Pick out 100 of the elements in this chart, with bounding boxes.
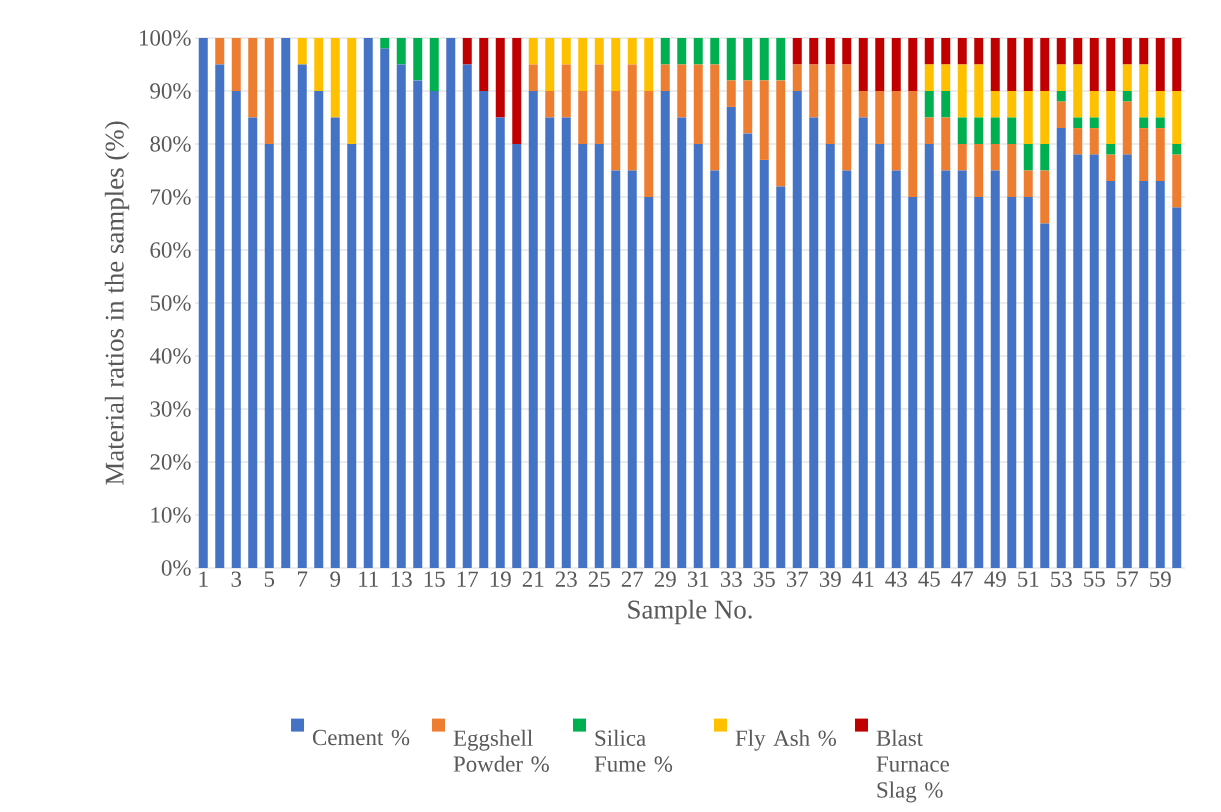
bar: [1089, 117, 1099, 129]
bar: [231, 90, 241, 568]
bar: [495, 37, 505, 118]
x-tick-label: 29: [654, 571, 676, 587]
x-tick-label: 35: [753, 571, 775, 587]
bar: [891, 37, 901, 91]
bar: [974, 197, 984, 568]
bar: [1155, 181, 1165, 568]
bar: [578, 90, 588, 144]
bar: [1106, 181, 1116, 568]
bar: [1122, 90, 1132, 102]
bar: [710, 170, 720, 568]
y-axis-title: Material ratios in the samples (%): [104, 121, 130, 485]
bar: [1139, 128, 1149, 182]
bar: [957, 117, 967, 144]
bar: [891, 170, 901, 568]
bar: [693, 37, 703, 65]
bar: [561, 64, 571, 118]
y-tick-label: 50%: [150, 295, 191, 311]
bar: [941, 37, 951, 65]
bar: [974, 143, 984, 197]
bar: [1155, 37, 1165, 91]
bar: [479, 37, 489, 91]
bar: [561, 117, 571, 568]
bar: [1056, 64, 1066, 91]
bar: [1073, 64, 1083, 118]
bar: [644, 197, 654, 568]
x-tick-label: 17: [457, 571, 479, 587]
bar: [941, 64, 951, 91]
bar: [528, 90, 538, 568]
bar: [875, 37, 885, 91]
bar: [792, 64, 802, 91]
x-tick-label: 21: [522, 571, 544, 587]
legend-label: Cement %: [312, 729, 410, 746]
y-tick-label: 10%: [151, 507, 191, 523]
bar: [495, 117, 505, 568]
x-tick-label: 13: [391, 571, 412, 587]
bar: [198, 37, 208, 568]
bar: [792, 37, 802, 65]
bar: [1122, 101, 1132, 155]
bar: [545, 117, 555, 568]
bar: [1172, 143, 1182, 155]
x-tick-label: 43: [885, 571, 907, 587]
bar: [1122, 37, 1132, 65]
bar: [842, 170, 852, 568]
bar: [1139, 37, 1149, 65]
bar: [726, 37, 736, 81]
bar: [825, 143, 835, 568]
bar: [1073, 154, 1083, 568]
bar: [677, 37, 687, 65]
bar: [875, 90, 885, 144]
y-tick-label: 80%: [150, 136, 191, 152]
bar: [264, 143, 274, 568]
bar: [924, 143, 934, 568]
bar: [726, 106, 736, 568]
x-tick-label: 9: [330, 571, 341, 587]
bar: [215, 37, 225, 65]
bar: [215, 64, 225, 568]
bar: [875, 143, 885, 568]
bar: [1023, 37, 1033, 91]
bar: [462, 64, 472, 568]
bar: [1007, 117, 1017, 144]
bar: [1172, 154, 1182, 208]
y-tick-label: 70%: [151, 189, 191, 205]
x-axis-title: Sample No.: [628, 599, 752, 625]
x-tick-label: 47: [951, 571, 974, 587]
bar: [1040, 170, 1050, 224]
bar: [1106, 143, 1116, 155]
bar: [1007, 197, 1017, 568]
bar: [677, 117, 687, 568]
bar: [974, 117, 984, 144]
bar: [1089, 37, 1099, 91]
bar: [611, 170, 621, 568]
bar: [611, 90, 621, 171]
bar: [528, 64, 538, 91]
bar: [957, 64, 967, 118]
x-tick-label: 25: [588, 571, 610, 587]
bar: [1040, 143, 1050, 171]
bar: [1040, 223, 1050, 568]
bar: [1023, 170, 1033, 197]
bar: [528, 37, 538, 65]
bar: [776, 37, 786, 81]
x-tick-label: 11: [359, 571, 378, 587]
bar: [941, 170, 951, 568]
bar: [314, 37, 324, 91]
y-tick-label: 40%: [149, 348, 191, 364]
bar: [594, 143, 604, 568]
bar: [726, 80, 736, 107]
x-tick-label: 49: [984, 571, 1006, 587]
bar: [710, 64, 720, 171]
bar: [743, 133, 753, 568]
bar: [512, 37, 522, 144]
y-tick-label: 20%: [150, 454, 191, 470]
bar: [627, 37, 637, 65]
bar: [1106, 154, 1116, 182]
bar: [644, 90, 654, 197]
y-tick-label: 30%: [150, 401, 191, 417]
bar: [941, 90, 951, 118]
x-tick-label: 7: [298, 571, 308, 587]
bar: [924, 37, 934, 65]
